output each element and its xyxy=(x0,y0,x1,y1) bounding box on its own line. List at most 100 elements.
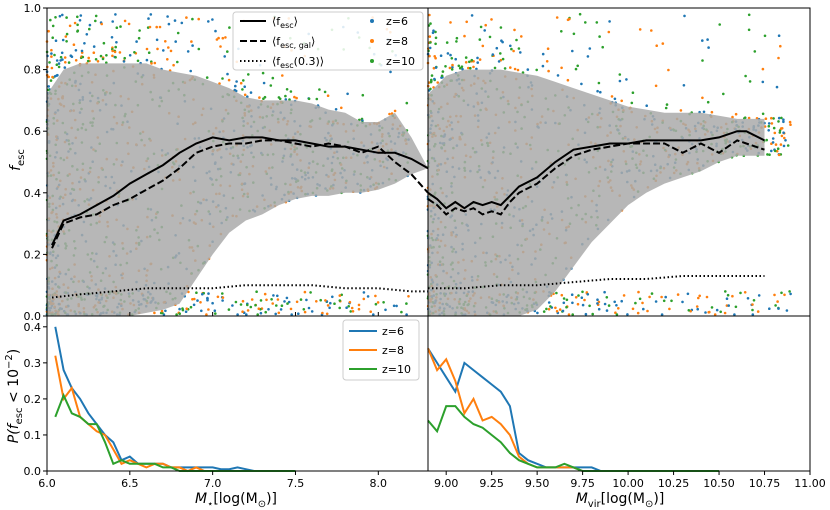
scatter-point xyxy=(338,299,342,302)
scatter-point xyxy=(285,88,289,91)
scatter-point xyxy=(429,22,432,25)
scatter-point xyxy=(201,292,204,296)
scatter-point xyxy=(264,310,268,314)
scatter-point xyxy=(660,313,664,316)
scatter-point xyxy=(464,56,468,59)
scatter-point xyxy=(196,299,199,302)
scatter-point xyxy=(772,117,775,120)
y-tick-label: 0.8 xyxy=(24,64,42,77)
scatter-point xyxy=(451,65,454,69)
scatter-point xyxy=(246,309,250,312)
scatter-point xyxy=(87,56,90,60)
scatter-point xyxy=(654,300,658,303)
scatter-point xyxy=(47,88,50,92)
xlabel-right-rest: [log(M xyxy=(601,491,645,507)
scatter-point xyxy=(236,313,239,316)
scatter-point xyxy=(706,100,710,104)
scatter-point xyxy=(783,136,786,140)
scatter-point xyxy=(429,87,432,91)
scatter-point xyxy=(650,292,654,295)
scatter-point xyxy=(560,293,564,297)
scatter-point xyxy=(484,23,488,27)
scatter-point xyxy=(702,110,706,114)
scatter-point xyxy=(284,98,288,101)
scatter-point xyxy=(509,44,512,48)
scatter-point xyxy=(776,147,780,150)
scatter-point xyxy=(114,45,117,49)
scatter-point xyxy=(634,301,637,305)
legend-bottom-z8: z=8 xyxy=(382,344,404,357)
y-tick-label: 0.3 xyxy=(24,357,42,370)
scatter-point xyxy=(88,27,91,31)
scatter-point xyxy=(280,304,284,308)
scatter-point xyxy=(782,120,785,124)
scatter-point xyxy=(460,65,464,68)
scatter-point xyxy=(429,41,432,44)
scatter-point xyxy=(145,47,149,51)
scatter-point xyxy=(584,21,587,24)
legend-gal-close: ⟩ xyxy=(311,35,315,48)
scatter-point xyxy=(277,96,281,99)
bottom-legend: z=6 z=8 z=10 xyxy=(342,319,420,381)
scatter-point xyxy=(469,66,472,70)
scatter-point xyxy=(597,81,601,85)
scatter-point xyxy=(586,293,590,296)
scatter-point xyxy=(777,153,781,157)
scatter-point xyxy=(535,68,538,72)
scatter-point xyxy=(664,295,667,299)
y-tick-label: 0.6 xyxy=(24,125,42,138)
scatter-point xyxy=(285,296,289,300)
x-tick-label: 11.00 xyxy=(794,477,826,490)
scatter-point xyxy=(450,57,454,60)
scatter-point xyxy=(560,66,563,70)
scatter-point xyxy=(59,59,62,62)
line-solid xyxy=(51,136,429,246)
scatter-point xyxy=(235,80,238,83)
scatter-point xyxy=(258,96,261,99)
legend-mean-sub: esc xyxy=(280,21,294,30)
scatter-point xyxy=(432,66,436,70)
scatter-point xyxy=(599,90,602,94)
scatter-point xyxy=(516,68,520,72)
legend-mean-open: ⟨f xyxy=(272,15,281,28)
scatter-point xyxy=(704,311,707,314)
scatter-point xyxy=(457,64,461,68)
scatter-point xyxy=(324,299,327,302)
x-tick-label: 6.5 xyxy=(121,477,139,490)
scatter-point xyxy=(147,17,150,20)
scatter-point xyxy=(454,57,458,61)
scatter-point xyxy=(429,80,433,84)
top-legend: ⟨fesc⟩ ⟨fesc, gal⟩ ⟨fesc(0.3)⟩ z=6 z=8 z… xyxy=(232,11,424,71)
scatter-point xyxy=(323,90,327,94)
scatter-point xyxy=(565,305,568,309)
scatter-point xyxy=(520,35,523,38)
scatter-point xyxy=(174,40,177,43)
legend-dot-z8 xyxy=(370,39,374,43)
scatter-point xyxy=(727,304,730,307)
scatter-point xyxy=(197,47,201,51)
scatter-point xyxy=(281,74,284,77)
scatter-point xyxy=(761,112,765,116)
scatter-point xyxy=(114,56,117,59)
scatter-point xyxy=(499,26,503,29)
scatter-point xyxy=(526,68,530,71)
scatter-point xyxy=(751,303,754,306)
scatter-point xyxy=(50,66,54,70)
scatter-point xyxy=(725,304,729,307)
scatter-point xyxy=(767,129,770,132)
scatter-point xyxy=(761,67,765,71)
scatter-point xyxy=(782,118,785,121)
scatter-point xyxy=(290,313,294,316)
scatter-point xyxy=(221,292,224,295)
scatter-point xyxy=(764,117,768,120)
scatter-point xyxy=(622,294,626,297)
scatter-point xyxy=(191,17,194,21)
scatter-point xyxy=(580,82,583,86)
xlabel-left-sub: ⋆ xyxy=(207,499,213,510)
scatter-point xyxy=(256,313,260,316)
scatter-point xyxy=(279,308,283,311)
scatter-point xyxy=(431,31,435,35)
y-tick-label: 0.4 xyxy=(24,321,42,334)
scatter-point xyxy=(638,297,642,301)
legend-top-z10: z=10 xyxy=(386,55,415,68)
